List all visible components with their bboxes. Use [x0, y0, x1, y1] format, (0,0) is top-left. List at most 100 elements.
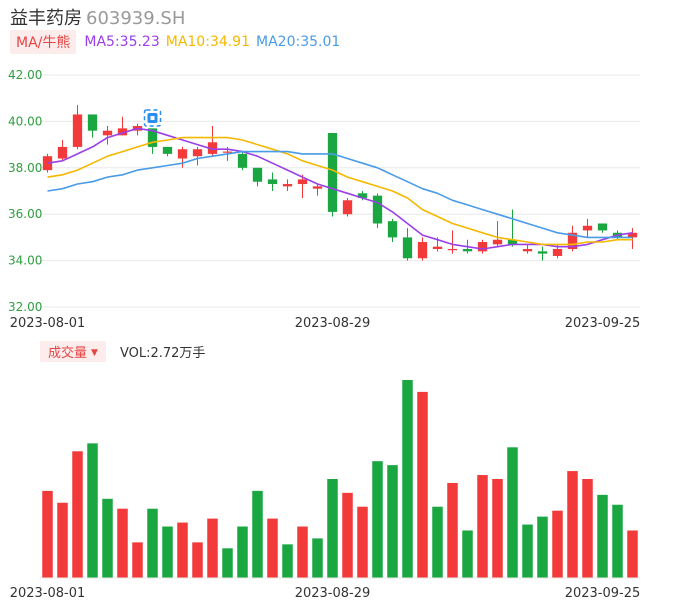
candle-body	[72, 114, 83, 147]
candle-body	[387, 221, 398, 238]
volume-bar	[507, 447, 518, 578]
volume-bar	[447, 482, 458, 578]
candle-body	[507, 239, 518, 245]
candle	[162, 146, 173, 157]
ma-legend: MA/牛熊 MA5:35.23 MA10:34.91 MA20:35.01	[10, 30, 346, 54]
volume-bar	[402, 380, 413, 578]
price-tick-label: 32.00	[8, 300, 42, 314]
volume-date-label: 2023-09-25	[565, 586, 641, 601]
candle-body	[372, 195, 383, 224]
candle	[447, 230, 458, 254]
candle	[192, 146, 203, 166]
candle-body	[447, 249, 458, 251]
ma5-legend: MA5:35.23	[84, 34, 160, 50]
candle	[177, 146, 188, 168]
candle	[57, 139, 68, 161]
target-marker-icon	[143, 109, 162, 127]
candle-body	[357, 193, 368, 198]
volume-bar	[387, 465, 398, 578]
ma-indicator-button[interactable]: MA/牛熊	[10, 30, 77, 54]
ma10-legend: MA10:34.91	[165, 34, 251, 50]
candle-body	[417, 242, 428, 259]
volume-indicator-button[interactable]: 成交量 ▼	[40, 340, 106, 362]
volume-bar	[627, 530, 638, 578]
ma-line-ma20	[47, 150, 633, 239]
candle-body	[297, 179, 308, 185]
volume-bar	[222, 548, 233, 578]
candle	[282, 179, 293, 191]
volume-bar	[267, 518, 278, 578]
volume-bar	[207, 518, 218, 578]
volume-bar	[147, 508, 158, 578]
volume-bar	[42, 490, 53, 578]
candle	[147, 128, 158, 154]
candle-body	[552, 249, 563, 256]
volume-bar	[582, 479, 593, 578]
marker-dot	[150, 116, 155, 121]
candle	[402, 228, 413, 261]
candle-body	[252, 167, 263, 182]
candle	[237, 151, 248, 171]
volume-bar	[252, 490, 263, 578]
candle-body	[432, 246, 443, 249]
candle-body	[117, 128, 128, 136]
candle	[297, 174, 308, 198]
candle	[327, 133, 338, 217]
stock-title: 益丰药房 603939.SH	[10, 4, 185, 30]
candle-body	[282, 184, 293, 187]
price-tick-label: 36.00	[8, 207, 42, 221]
candle-body	[492, 239, 503, 245]
volume-bar	[537, 516, 548, 578]
volume-bar	[327, 479, 338, 578]
volume-bar	[372, 461, 383, 578]
volume-bar	[117, 508, 128, 578]
candle	[72, 105, 83, 150]
candle	[387, 218, 398, 243]
candle-body	[267, 179, 278, 185]
price-tick-label: 34.00	[8, 254, 42, 268]
candle-body	[537, 251, 548, 254]
volume-bar	[132, 542, 143, 578]
candle-body	[57, 146, 68, 159]
candle-body	[522, 249, 533, 252]
price-tick-label: 38.00	[8, 161, 42, 175]
candle	[597, 223, 608, 233]
volume-legend: 成交量 ▼ VOL:2.72万手	[40, 340, 206, 362]
ma20-legend: MA20:35.01	[256, 34, 341, 50]
price-date-label: 2023-09-25	[565, 316, 641, 331]
volume-date-label: 2023-08-01	[10, 586, 86, 601]
volume-bar	[552, 510, 563, 578]
stock-name: 益丰药房	[10, 8, 82, 29]
candle	[582, 218, 593, 238]
price-tick-label: 40.00	[8, 114, 42, 128]
candle	[537, 246, 548, 261]
candle-body	[627, 232, 638, 238]
volume-bar	[102, 498, 113, 578]
volume-value: VOL:2.72万手	[119, 345, 206, 361]
candle-body	[177, 149, 188, 159]
volume-bar	[177, 522, 188, 578]
candle-body	[192, 149, 203, 157]
candle	[477, 239, 488, 254]
caret-down-icon: ▼	[91, 348, 98, 358]
volume-bar	[87, 443, 98, 578]
candle	[87, 114, 98, 138]
volume-bar	[357, 506, 368, 578]
candle	[627, 228, 638, 249]
volume-bar	[432, 506, 443, 578]
stock-code: 603939.SH	[86, 8, 186, 29]
price-date-label: 2023-08-01	[10, 316, 86, 331]
candle-body	[162, 146, 173, 154]
volume-bar	[492, 479, 503, 578]
volume-bar	[462, 530, 473, 578]
candle-body	[237, 153, 248, 168]
candle-body	[327, 133, 338, 212]
volume-bar	[297, 526, 308, 578]
volume-bar	[237, 526, 248, 578]
candle-body	[102, 130, 113, 136]
volume-bar	[522, 524, 533, 578]
ma-line-ma5	[47, 127, 633, 250]
volume-bar	[57, 502, 68, 578]
candle-body	[312, 186, 323, 189]
